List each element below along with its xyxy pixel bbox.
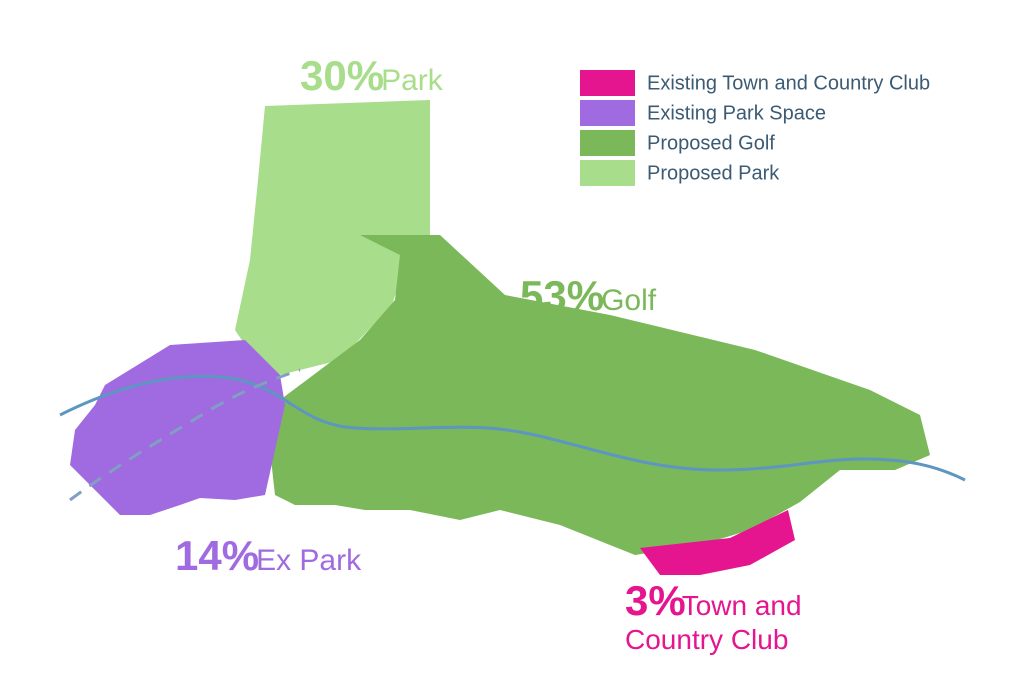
label-park-text: Park: [381, 64, 444, 97]
label-tcc-text1: Town and: [682, 590, 802, 621]
legend-swatch: [580, 130, 635, 156]
label-golf-text: Golf: [601, 284, 657, 317]
label-golf-pct: 53%: [520, 272, 604, 319]
land-use-map: Existing Town and Country Club Existing P…: [0, 0, 1010, 699]
label-tcc-text2: Country Club: [625, 624, 788, 655]
legend-label: Proposed Park: [647, 163, 780, 185]
label-expark-text: Ex Park: [256, 544, 362, 577]
legend-label: Existing Town and Country Club: [647, 73, 930, 95]
label-golf: 53% Golf: [520, 272, 657, 319]
legend-swatch: [580, 160, 635, 186]
label-tcc-pct: 3%: [625, 577, 686, 624]
legend-swatch: [580, 100, 635, 126]
legend: Existing Town and Country Club Existing P…: [580, 70, 930, 186]
label-park-pct: 30%: [300, 52, 384, 99]
label-expark-pct: 14%: [175, 532, 259, 579]
label-park: 30% Park: [300, 52, 444, 99]
label-tcc: 3% Town and Country Club: [625, 577, 802, 655]
legend-swatch: [580, 70, 635, 96]
label-expark: 14% Ex Park: [175, 532, 362, 579]
legend-label: Existing Park Space: [647, 103, 826, 125]
region-existing-park: [70, 340, 285, 515]
legend-label: Proposed Golf: [647, 133, 775, 155]
